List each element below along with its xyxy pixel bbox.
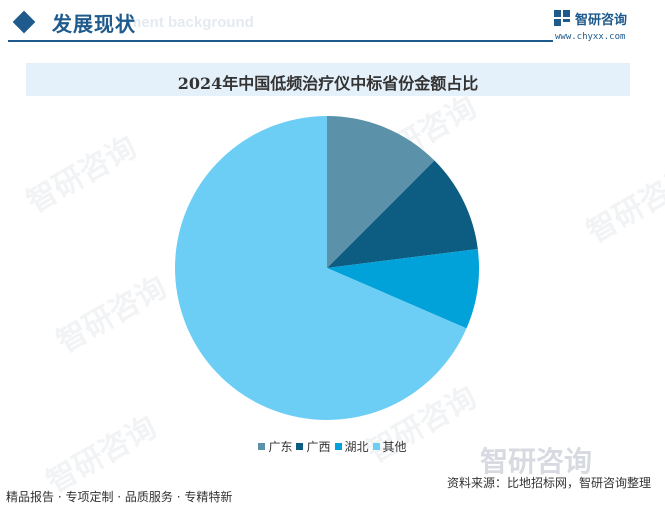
legend-swatch [334, 443, 342, 450]
brand-logo-icon [554, 10, 570, 26]
legend-swatch [296, 443, 304, 450]
page-footer: 精品报告 · 专项定制 · 品质服务 · 专精特新 [0, 480, 665, 510]
pie-slice-4 [175, 116, 467, 420]
legend-item: 其他 [372, 438, 407, 455]
brand-name: 智研咨询 [575, 13, 628, 28]
pie-slice-3 [327, 248, 479, 329]
legend-label: 广西 [306, 440, 331, 454]
legend-swatch [372, 443, 380, 450]
legend-label: 湖北 [344, 440, 369, 454]
legend-label: 广东 [268, 440, 293, 454]
brand-url: www.chyxx.com [555, 32, 626, 42]
chart-title-band: 2024年中国低频治疗仪中标省份金额占比 [26, 63, 630, 96]
legend-label: 其他 [382, 440, 407, 454]
section-title: 发展现状 [52, 12, 136, 36]
page-header: ment background 发展现状 智研咨询 www.chyxx.com [0, 0, 665, 46]
pie-slice-2 [327, 160, 478, 268]
brand-logo-block: 智研咨询 www.chyxx.com [553, 8, 653, 44]
section-subtitle: ment background [128, 14, 254, 31]
header-divider [8, 40, 553, 42]
legend-swatch [258, 443, 266, 450]
chart-legend: 广东 广西 湖北 其他 [0, 438, 665, 455]
footer-tagline: 精品报告 · 专项定制 · 品质服务 · 专精特新 [6, 490, 233, 504]
pie-slice-1 [327, 116, 435, 268]
source-note: 资料来源：比地招标网，智研咨询整理 [446, 476, 651, 490]
watermark-logo-text: 智研咨询 [480, 445, 593, 478]
legend-item: 湖北 [334, 438, 369, 455]
legend-item: 广西 [296, 438, 331, 455]
chart-title: 2024年中国低频治疗仪中标省份金额占比 [177, 74, 479, 93]
legend-item: 广东 [258, 438, 292, 455]
